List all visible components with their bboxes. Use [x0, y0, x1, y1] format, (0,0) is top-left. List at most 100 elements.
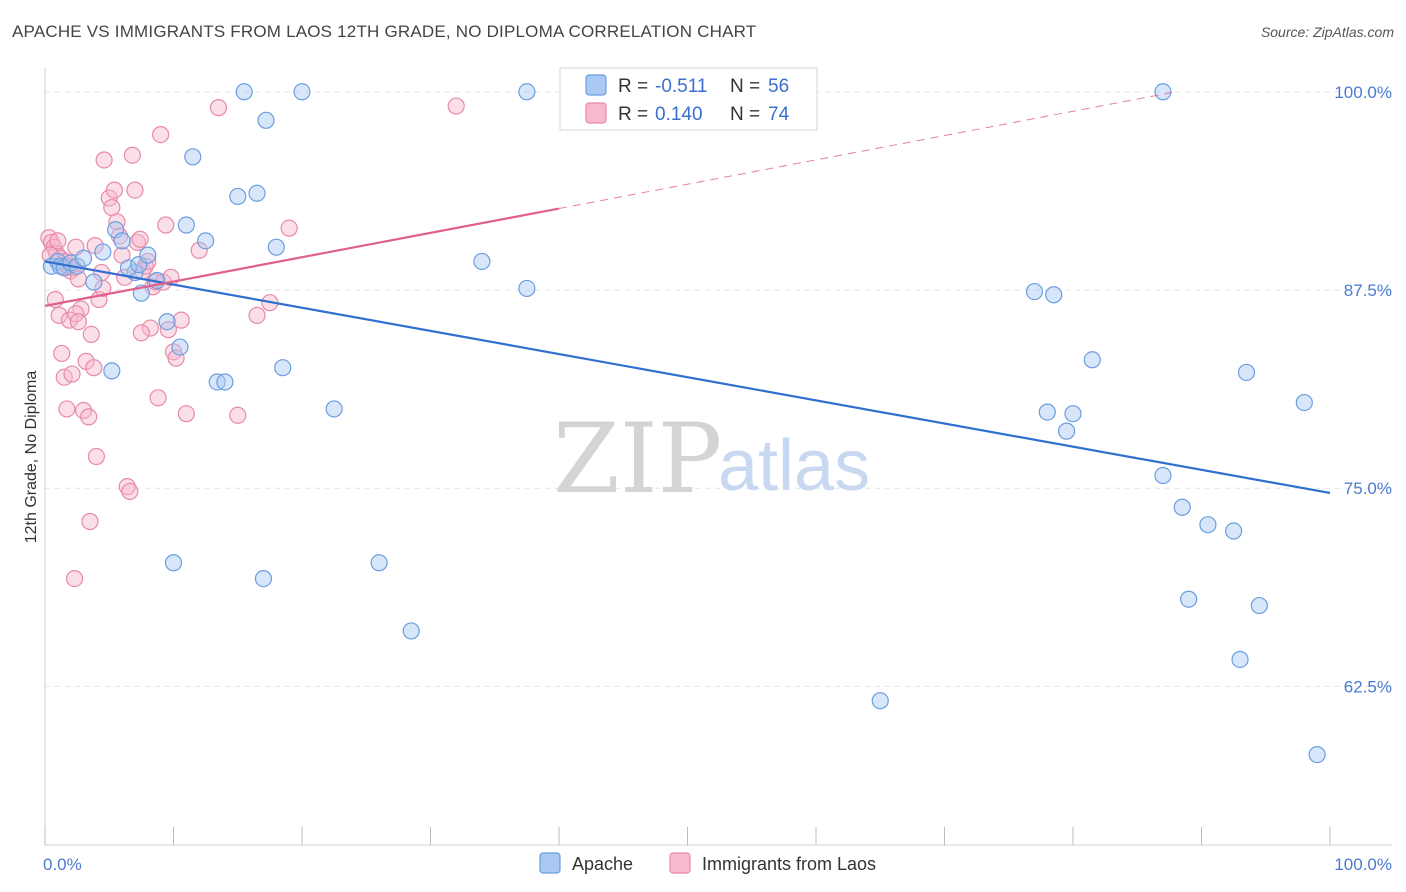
apache-point — [164, 554, 183, 572]
apache-point — [103, 362, 121, 380]
apache-points — [42, 83, 1326, 764]
apache-point — [248, 184, 266, 202]
laos-trend-line-dashed — [558, 91, 1176, 210]
laos-point — [103, 198, 121, 217]
laos-point — [190, 241, 208, 259]
apache-point — [518, 83, 536, 101]
laos-trend-line — [44, 207, 560, 307]
laos-point — [85, 359, 103, 377]
apache-point — [197, 232, 215, 250]
apache-point — [254, 569, 273, 588]
chart-source: Source: ZipAtlas.com — [1260, 24, 1394, 40]
laos-point — [229, 406, 247, 424]
apache-point — [113, 232, 131, 250]
laos-point — [72, 300, 90, 318]
legend-n-value-laos: 74 — [768, 104, 790, 125]
legend-r-label-laos: R = — [618, 104, 648, 125]
apache-point — [235, 83, 253, 101]
laos-point — [65, 569, 84, 588]
apache-point — [274, 359, 292, 377]
laos-point — [123, 146, 141, 164]
laos-point — [447, 97, 465, 115]
apache-point — [402, 622, 420, 640]
laos-point — [167, 349, 185, 367]
bottom-legend-label-apache: Apache — [572, 854, 633, 874]
y-tick-label: 100.0% — [1334, 83, 1392, 102]
gridlines — [45, 91, 1392, 687]
correlation-legend: R = -0.511 N = 56 R = 0.140 N = 74 — [559, 67, 818, 131]
legend-swatch-apache — [585, 74, 607, 96]
laos-point — [172, 311, 190, 329]
apache-point — [139, 246, 157, 264]
laos-point — [280, 219, 298, 237]
apache-point — [1308, 746, 1326, 764]
laos-point — [63, 365, 81, 383]
apache-point — [158, 313, 176, 331]
laos-point — [40, 229, 58, 247]
apache-point — [1045, 286, 1063, 304]
apache-point — [1180, 590, 1198, 608]
apache-point — [293, 83, 311, 101]
laos-point — [50, 306, 68, 324]
laos-point — [126, 181, 144, 199]
laos-point — [69, 313, 88, 331]
watermark-zip-text: ZIP — [553, 403, 722, 515]
y-tick-labels: 62.5% 75.0% 87.5% 100.0% — [1334, 83, 1392, 697]
laos-point — [58, 400, 76, 418]
apache-point — [74, 249, 93, 267]
laos-point — [53, 344, 71, 363]
laos-point — [209, 99, 228, 117]
laos-point — [121, 482, 139, 500]
apache-point — [171, 338, 189, 356]
apache-point — [1199, 516, 1217, 534]
bottom-legend-swatch-laos — [669, 852, 691, 874]
apache-point — [871, 692, 889, 710]
laos-point — [95, 151, 113, 169]
bottom-legend-swatch-apache — [539, 852, 561, 874]
laos-point — [248, 306, 266, 324]
apache-trend-line — [44, 260, 1331, 495]
laos-point — [82, 325, 100, 343]
chart-title: APACHE VS IMMIGRANTS FROM LAOS 12TH GRAD… — [12, 22, 757, 41]
legend-r-label-apache: R = — [618, 76, 648, 97]
apache-point — [177, 216, 195, 234]
legend-n-label-laos: N = — [730, 104, 760, 125]
apache-point — [1057, 422, 1076, 440]
legend-n-value-apache: 56 — [768, 76, 789, 97]
apache-point — [1173, 498, 1191, 516]
apache-point — [229, 187, 247, 206]
apache-point — [473, 252, 491, 271]
apache-point — [1154, 466, 1172, 485]
apache-point — [1231, 650, 1249, 669]
laos-point — [118, 478, 136, 496]
laos-point — [177, 405, 195, 423]
laos-point — [131, 230, 149, 248]
laos-point — [80, 408, 98, 426]
x-tick-label: 100.0% — [1334, 855, 1392, 874]
bottom-legend-label-laos: Immigrants from Laos — [702, 854, 876, 874]
apache-point — [1295, 393, 1313, 412]
x-tick-label: 0.0% — [43, 855, 82, 874]
watermark-atlas-text: atlas — [718, 426, 870, 506]
apache-point — [1237, 363, 1256, 382]
trend-lines — [44, 91, 1331, 495]
laos-point — [149, 389, 167, 407]
apache-point — [267, 238, 285, 256]
y-tick-label: 62.5% — [1344, 677, 1392, 696]
laos-point — [132, 324, 150, 342]
laos-point — [94, 279, 112, 298]
laos-point — [139, 252, 157, 271]
laos-point — [42, 233, 61, 252]
apache-point — [1250, 596, 1268, 615]
apache-point — [257, 111, 275, 129]
laos-point — [81, 512, 99, 531]
laos-point — [49, 232, 67, 250]
legend-swatch-laos — [585, 102, 607, 124]
series-legend: Apache Immigrants from Laos — [539, 852, 876, 874]
apache-point — [94, 243, 112, 261]
apache-point — [85, 273, 103, 291]
apache-point — [325, 400, 343, 418]
y-tick-label: 75.0% — [1344, 479, 1392, 498]
laos-point — [105, 181, 123, 199]
